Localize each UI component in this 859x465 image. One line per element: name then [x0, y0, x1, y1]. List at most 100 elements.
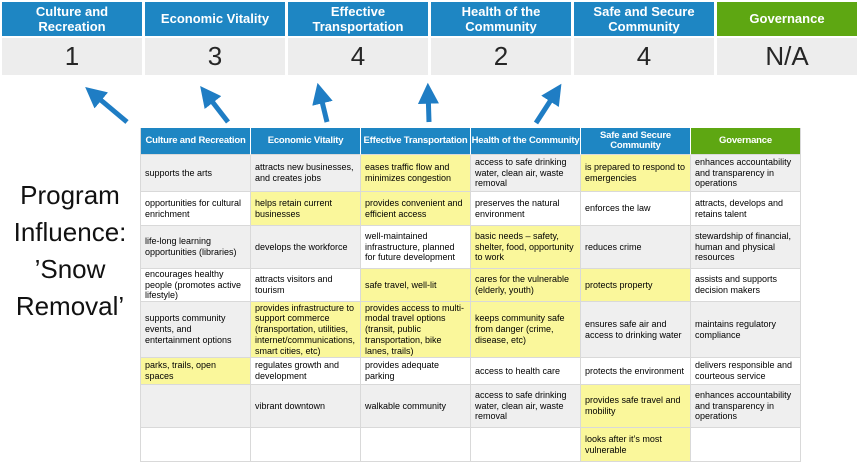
matrix-cell: attracts visitors and tourism [251, 269, 361, 302]
matrix-cell: delivers responsible and courteous servi… [691, 358, 801, 385]
matrix-cell-text: access to safe drinking water, clean air… [475, 389, 567, 422]
matrix-cell: supports the arts [141, 155, 251, 192]
matrix-header-economic-vitality: Economic Vitality [251, 128, 361, 155]
matrix-cell: provides convenient and efficient access [361, 192, 471, 226]
summary-header-governance: Governance [717, 2, 857, 36]
matrix-cell-text: provides infrastructure to support comme… [255, 302, 356, 356]
matrix-header-label: Safe and Secure Community [600, 129, 671, 151]
matrix-cell-text: walkable community [365, 400, 447, 411]
arrow-culture-icon [85, 86, 129, 124]
matrix-cell: eases traffic flow and minimizes congest… [361, 155, 471, 192]
matrix-cell: attracts, develops and retains talent [691, 192, 801, 226]
matrix-header-safe-and-secure-community: Safe and Secure Community [581, 128, 691, 155]
matrix-cell-text: maintains regulatory compliance [695, 318, 777, 340]
matrix-cell-text: basic needs – safety, shelter, food, opp… [475, 230, 574, 263]
matrix-cell [251, 428, 361, 462]
matrix-cell: maintains regulatory compliance [691, 302, 801, 358]
slide-title: Program Influence: ’Snow Removal’ [13, 180, 127, 321]
summary-score-safe-and-secure-community: 4 [574, 38, 714, 75]
arrow-transportation-icon [312, 82, 333, 123]
matrix-cell: reduces crime [581, 226, 691, 269]
matrix-cell-text: looks after it’s most vulnerable [585, 433, 662, 455]
matrix-cell-text: access to health care [475, 365, 561, 376]
matrix-cell-text: enforces the law [585, 203, 651, 214]
matrix-cell: assists and supports decision makers [691, 269, 801, 302]
matrix-header-label: Culture and Recreation [145, 134, 246, 146]
matrix-header-health-of-the-community: Health of the Community [471, 128, 581, 155]
matrix-cell [141, 385, 251, 428]
summary-header-label: Safe and Secure Community [593, 3, 695, 34]
matrix-cell-text: provides safe travel and mobility [585, 395, 681, 416]
matrix-cell: provides safe travel and mobility [581, 385, 691, 428]
matrix-cell-text: cares for the vulnerable (elderly, youth… [475, 274, 570, 295]
summary-header-row: Culture and Recreation Economic Vitality E… [2, 2, 857, 36]
matrix-cell: is prepared to respond to emergencies [581, 155, 691, 192]
matrix-cell: enhances accountability and transparency… [691, 385, 801, 428]
matrix-cell-text: eases traffic flow and minimizes congest… [365, 162, 452, 183]
matrix-cell: stewardship of financial, human and phys… [691, 226, 801, 269]
matrix-cell: preserves the natural environment [471, 192, 581, 226]
score-value: 4 [350, 41, 366, 71]
matrix-header-label: Effective Transportation [363, 134, 468, 146]
matrix-cell-text: protects the environment [585, 365, 685, 376]
matrix-cell: life-long learning opportunities (librar… [141, 226, 251, 269]
matrix-cell: attracts new businesses, and creates job… [251, 155, 361, 192]
matrix-cell: well-maintained infrastructure, planned … [361, 226, 471, 269]
matrix-cell-text: assists and supports decision makers [695, 274, 778, 295]
matrix-cell: keeps community safe from danger (crime,… [471, 302, 581, 358]
summary-header-label: Economic Vitality [160, 11, 270, 27]
arrow-economic-icon [200, 86, 230, 124]
matrix-cell-text: encourages healthy people (promotes acti… [145, 269, 242, 301]
matrix-cell-text: preserves the natural environment [475, 197, 560, 219]
matrix-cell-text: helps retain current businesses [255, 197, 333, 219]
summary-header-label: Health of the Community [461, 3, 541, 34]
summary-score-culture-and-recreation: 1 [2, 38, 142, 75]
matrix-cell: cares for the vulnerable (elderly, youth… [471, 269, 581, 302]
summary-header-effective-transportation: Effective Transportation [288, 2, 428, 36]
summary-header-economic-vitality: Economic Vitality [145, 2, 285, 36]
summary-score-economic-vitality: 3 [145, 38, 285, 75]
matrix-cell-text: provides adequate parking [365, 360, 440, 381]
matrix-cell: encourages healthy people (promotes acti… [141, 269, 251, 302]
matrix-cell: ensures safe air and access to drinking … [581, 302, 691, 358]
arrow-health-icon [417, 82, 439, 123]
summary-score-health-of-the-community: 2 [431, 38, 571, 75]
arrow-safe-secure-icon [533, 83, 562, 125]
matrix-cell [691, 428, 801, 462]
summary-header-label: Effective Transportation [312, 3, 404, 34]
matrix-cell-text: provides access to multi-modal travel op… [365, 302, 465, 356]
matrix-cell-text: life-long learning opportunities (librar… [145, 236, 237, 257]
matrix-cell: parks, trails, open spaces [141, 358, 251, 385]
matrix-cell-text: protects property [585, 279, 653, 290]
matrix-cell-text: access to safe drinking water, clean air… [475, 156, 567, 189]
matrix-cell: protects the environment [581, 358, 691, 385]
summary-header-culture-and-recreation: Culture and Recreation [2, 2, 142, 36]
matrix-cell: walkable community [361, 385, 471, 428]
matrix-cell-text: attracts new businesses, and creates job… [255, 162, 354, 183]
matrix-cell: provides adequate parking [361, 358, 471, 385]
matrix-cell-text: safe travel, well-lit [365, 279, 437, 290]
summary-score-row: 1 3 4 2 4 N/A [2, 38, 857, 75]
matrix-header-label: Governance [719, 134, 772, 146]
matrix-cell-text: supports the arts [145, 167, 213, 178]
matrix-cell-text: delivers responsible and courteous servi… [695, 360, 793, 381]
matrix-cell: opportunities for cultural enrichment [141, 192, 251, 226]
matrix-cell-text: opportunities for cultural enrichment [145, 197, 242, 219]
matrix-cell: vibrant downtown [251, 385, 361, 428]
matrix-cell [361, 428, 471, 462]
matrix-cell [141, 428, 251, 462]
matrix-cell-text: develops the workforce [255, 241, 348, 252]
matrix-cell: supports community events, and entertain… [141, 302, 251, 358]
matrix-header-label: Economic Vitality [267, 134, 344, 146]
matrix-cell: enforces the law [581, 192, 691, 226]
matrix-cell [471, 428, 581, 462]
matrix-cell: access to health care [471, 358, 581, 385]
matrix-cell: protects property [581, 269, 691, 302]
matrix-cell: helps retain current businesses [251, 192, 361, 226]
matrix-cell-text: vibrant downtown [255, 400, 326, 411]
summary-score-governance: N/A [717, 38, 857, 75]
matrix-cell-text: provides convenient and efficient access [365, 197, 463, 219]
matrix-cell: regulates growth and development [251, 358, 361, 385]
matrix-cell-text: attracts, develops and retains talent [695, 197, 784, 219]
